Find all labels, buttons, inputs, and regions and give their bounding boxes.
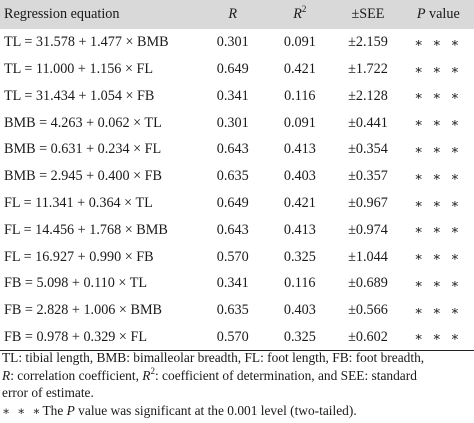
cell-equation: FB = 2.828 + 1.006 × BMB	[4, 302, 163, 319]
table-row: FB = 5.098 + 0.110 × TL 0.341 0.116 ±0.6…	[0, 270, 474, 297]
cell-r: 0.649	[216, 195, 249, 212]
cell-r: 0.649	[216, 61, 249, 78]
cell-r-squared: 0.116	[284, 275, 316, 292]
cell-r-squared: 0.413	[283, 221, 316, 238]
footnote-abbreviations: TL: tibial length, BMB: bimalleolar brea…	[2, 350, 425, 365]
cell-equation: FB = 5.098 + 0.110 × TL	[4, 275, 148, 292]
table-footnotes: TL: tibial length, BMB: bimalleolar brea…	[2, 349, 474, 420]
header-p-label: value	[425, 6, 460, 23]
cell-see: ±0.689	[348, 275, 388, 292]
cell-r: 0.301	[216, 114, 249, 131]
cell-p-value: ∗ ∗ ∗	[402, 323, 474, 352]
header-p-value: P value	[403, 0, 474, 29]
cell-p-value: ∗ ∗ ∗	[414, 115, 463, 131]
cell-r: 0.643	[216, 221, 249, 238]
cell-p-value: ∗ ∗ ∗	[414, 88, 463, 104]
table-row: BMB = 4.263 + 0.062 × TL 0.301 0.091 ±0.…	[0, 109, 474, 136]
table-row: FB = 2.828 + 1.006 × BMB 0.635 0.403 ±0.…	[0, 297, 474, 324]
cell-p-value: ∗ ∗ ∗	[414, 168, 463, 184]
cell-r: 0.341	[216, 275, 249, 292]
cell-see: ±0.566	[348, 302, 388, 319]
footnote-p-letter: P	[66, 402, 75, 418]
table-row: BMB = 0.631 + 0.234 × FL 0.643 0.413 ±0.…	[0, 136, 474, 163]
cell-equation: FL = 16.927 + 0.990 × FB	[4, 248, 154, 265]
cell-p-value: ∗ ∗ ∗	[414, 222, 463, 238]
footnote-r2-letter: R	[142, 367, 151, 383]
regression-table: Regression equation R R2 ±SEE P value TL…	[0, 0, 474, 352]
cell-p-value: ∗ ∗ ∗	[414, 249, 463, 265]
table-row: FB = 0.978 + 0.329 × FL 0.570 0.325 ±0.6…	[0, 323, 474, 352]
cell-see: ±0.357	[348, 168, 388, 185]
footnote-coefficients: R: correlation coefficient, R2: coeffici…	[2, 365, 474, 385]
cell-equation: BMB = 2.945 + 0.400 × FB	[4, 168, 163, 185]
cell-equation: TL = 31.578 + 1.477 × BMB	[4, 34, 169, 51]
cell-r: 0.635	[216, 302, 249, 319]
footnote-sig-text-b: value was significant at the 0.001 level…	[74, 402, 357, 418]
header-r: R	[228, 6, 238, 23]
table-row: FL = 14.456 + 1.768 × BMB 0.643 0.413 ±0…	[0, 217, 474, 244]
footnote-r-letter: R	[2, 367, 11, 383]
cell-r-squared: 0.091	[283, 34, 316, 51]
cell-p-value: ∗ ∗ ∗	[414, 195, 463, 211]
cell-r-squared: 0.413	[283, 141, 316, 158]
footnote-see-continued: error of estimate.	[2, 385, 94, 400]
cell-see: ±2.128	[348, 87, 388, 104]
cell-r-squared: 0.325	[266, 323, 334, 352]
cell-r: 0.570	[216, 248, 249, 265]
cell-see: ±2.159	[348, 34, 388, 51]
cell-p-value: ∗ ∗ ∗	[414, 142, 463, 158]
table-header-row: Regression equation R R2 ±SEE P value	[0, 0, 474, 29]
cell-r-squared: 0.421	[283, 195, 316, 212]
cell-equation: BMB = 0.631 + 0.234 × FL	[4, 141, 162, 158]
table-row: FL = 11.341 + 0.364 × TL 0.649 0.421 ±0.…	[0, 190, 474, 217]
cell-equation: FL = 14.456 + 1.768 × BMB	[4, 221, 168, 238]
cell-see: ±0.602	[333, 323, 403, 352]
header-r-squared: R2	[266, 0, 333, 29]
footnote-r2-text: : coefficient of determination, and SEE:…	[154, 367, 417, 383]
table-row: TL = 11.000 + 1.156 × FL 0.649 0.421 ±1.…	[0, 56, 474, 83]
cell-see: ±0.967	[348, 195, 388, 212]
cell-p-value: ∗ ∗ ∗	[414, 302, 463, 318]
cell-see: ±1.044	[348, 248, 388, 265]
header-see: ±SEE	[351, 6, 385, 23]
cell-r: 0.635	[216, 168, 249, 185]
header-regression-equation: Regression equation	[4, 6, 120, 23]
cell-see: ±1.722	[348, 61, 388, 78]
cell-see: ±0.974	[348, 221, 388, 238]
cell-p-value: ∗ ∗ ∗	[414, 61, 463, 77]
cell-equation: BMB = 4.263 + 0.062 × TL	[4, 114, 162, 131]
cell-r-squared: 0.116	[284, 87, 316, 104]
cell-r: 0.570	[199, 323, 267, 352]
cell-r: 0.341	[216, 87, 249, 104]
cell-r-squared: 0.421	[283, 61, 316, 78]
header-r2-letter: R	[293, 6, 302, 23]
footnote-sig-text-a: The	[42, 402, 67, 418]
footnote-significance: ∗ ∗ ∗The P value was significant at the …	[2, 402, 474, 421]
cell-equation: FL = 11.341 + 0.364 × TL	[4, 195, 153, 212]
cell-r: 0.301	[216, 34, 249, 51]
cell-p-value: ∗ ∗ ∗	[414, 34, 463, 50]
cell-equation: TL = 31.434 + 1.054 × FB	[4, 87, 155, 104]
cell-see: ±0.441	[348, 114, 388, 131]
table-row: BMB = 2.945 + 0.400 × FB 0.635 0.403 ±0.…	[0, 163, 474, 190]
cell-p-value: ∗ ∗ ∗	[414, 276, 463, 292]
cell-r-squared: 0.403	[283, 168, 316, 185]
footnote-r2-superscript: 2	[150, 365, 155, 376]
table-row: TL = 31.434 + 1.054 × FB 0.341 0.116 ±2.…	[0, 83, 474, 110]
cell-r-squared: 0.403	[283, 302, 316, 319]
footnote-r-text: : correlation coefficient,	[10, 367, 143, 383]
cell-r: 0.643	[216, 141, 249, 158]
cell-r-squared: 0.325	[283, 248, 316, 265]
cell-see: ±0.354	[348, 141, 388, 158]
cell-equation: TL = 11.000 + 1.156 × FL	[4, 61, 154, 78]
header-r2-superscript: 2	[301, 4, 307, 15]
header-p-letter: P	[416, 6, 426, 23]
footnote-stars: ∗ ∗ ∗	[2, 403, 43, 418]
table-row: FL = 16.927 + 0.990 × FB 0.570 0.325 ±1.…	[0, 243, 474, 270]
table-row: TL = 31.578 + 1.477 × BMB 0.301 0.091 ±2…	[0, 29, 474, 56]
cell-equation: FB = 0.978 + 0.329 × FL	[0, 323, 200, 352]
cell-r-squared: 0.091	[283, 114, 316, 131]
